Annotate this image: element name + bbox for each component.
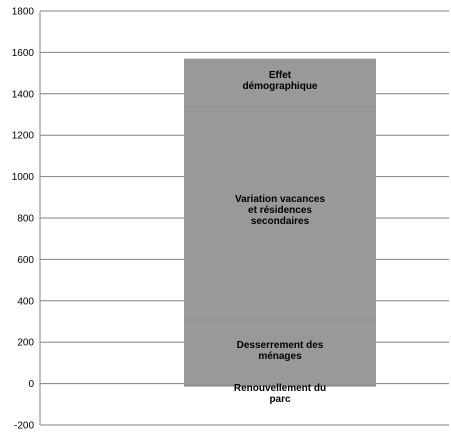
y-tick-label: 200 (17, 338, 34, 349)
y-tick-label: 1200 (12, 131, 35, 142)
y-tick-label: 1800 (12, 7, 35, 18)
segment-label-line: Variation vacances (235, 194, 325, 205)
segment-label-line: parc (269, 394, 291, 405)
segment-label-line: et résidences (248, 205, 312, 216)
stacked-bar (184, 58, 376, 387)
segment-label: Desserrement des ménages (237, 340, 324, 362)
segment-label-line: Desserrement des (237, 340, 324, 351)
y-tick-label: 1400 (12, 89, 35, 100)
y-axis-tick-labels: 1800 1600 1400 1200 1000 800 600 400 200 0 -200 (12, 7, 35, 432)
bar-segment (184, 58, 376, 107)
segment-label-line: démographique (242, 81, 317, 92)
y-tick-label: -200 (14, 421, 34, 432)
y-tick-label: 600 (17, 255, 34, 266)
segment-label: Renouvellement du parc (234, 383, 326, 405)
bar-segment (184, 383, 376, 386)
y-tick-label: 800 (17, 214, 34, 225)
segment-label-line: secondaires (251, 216, 310, 227)
bar-segment (184, 319, 376, 384)
bar-segment (184, 106, 376, 320)
y-tick-label: 1600 (12, 48, 35, 59)
y-tick-label: 1000 (12, 172, 35, 183)
segment-labels: Renouvellement du parc Desserrement des mén… (234, 70, 326, 405)
segment-label-line: Renouvellement du (234, 383, 326, 394)
y-tick-label: 400 (17, 296, 34, 307)
y-tick-label: 0 (28, 379, 34, 390)
segment-label-line: ménages (258, 351, 302, 362)
segment-label: Variation vacances et résidences secondair… (235, 194, 325, 227)
segment-label: Effet démographique (242, 70, 317, 92)
segment-label-line: Effet (269, 70, 292, 81)
